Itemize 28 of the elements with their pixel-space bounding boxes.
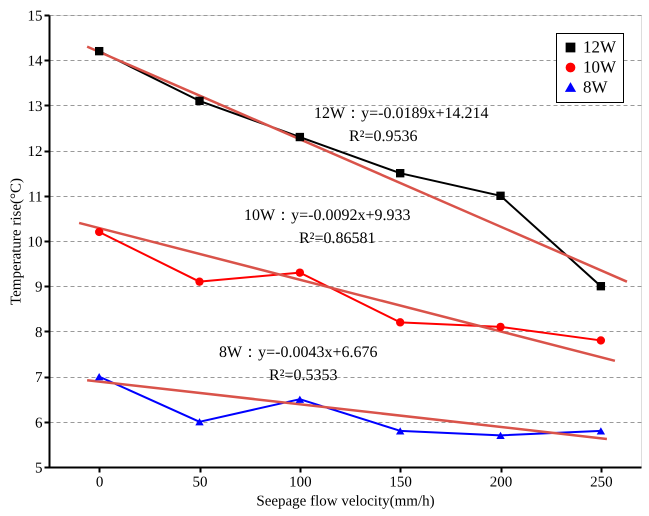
annotation: R²=0.86581 — [299, 230, 376, 247]
legend-label: 10W — [583, 58, 617, 76]
x-axis-title: Seepage flow velocity(mm/h) — [256, 494, 435, 510]
x-tick-label: 250 — [590, 474, 613, 490]
legend-label: 8W — [583, 78, 608, 96]
y-tick-label: 6 — [35, 415, 43, 432]
y-axis-title: Temperature rise(°C) — [8, 178, 24, 305]
x-tick-label: 100 — [289, 474, 312, 490]
y-tick-label: 7 — [35, 370, 43, 386]
x-tick-label: 150 — [389, 474, 412, 490]
y-tick-label: 14 — [28, 54, 43, 70]
y-tick-label: 13 — [28, 98, 42, 115]
annotation: R²=0.5353 — [269, 367, 338, 384]
y-tick-label: 8 — [35, 324, 42, 341]
y-tick-label: 9 — [35, 280, 42, 296]
y-tick-label: 11 — [28, 189, 42, 206]
annotation: 10W：y=-0.0092x+9.933 — [244, 207, 410, 224]
legend-label: 12W — [583, 38, 617, 56]
y-tick-label: 15 — [28, 8, 42, 24]
annotation: 8W：y=-0.0043x+6.676 — [219, 344, 378, 361]
x-tick-label: 200 — [490, 474, 512, 490]
annotation: 12W：y=-0.0189x+14.214 — [314, 105, 488, 122]
y-tick-label: 10 — [28, 234, 42, 250]
x-tick-label: 50 — [192, 474, 208, 490]
x-tick-label: 0 — [96, 474, 104, 490]
y-tick-label: 12 — [28, 144, 42, 160]
y-tick-label: 5 — [35, 460, 42, 476]
annotation: R²=0.9536 — [349, 128, 418, 145]
